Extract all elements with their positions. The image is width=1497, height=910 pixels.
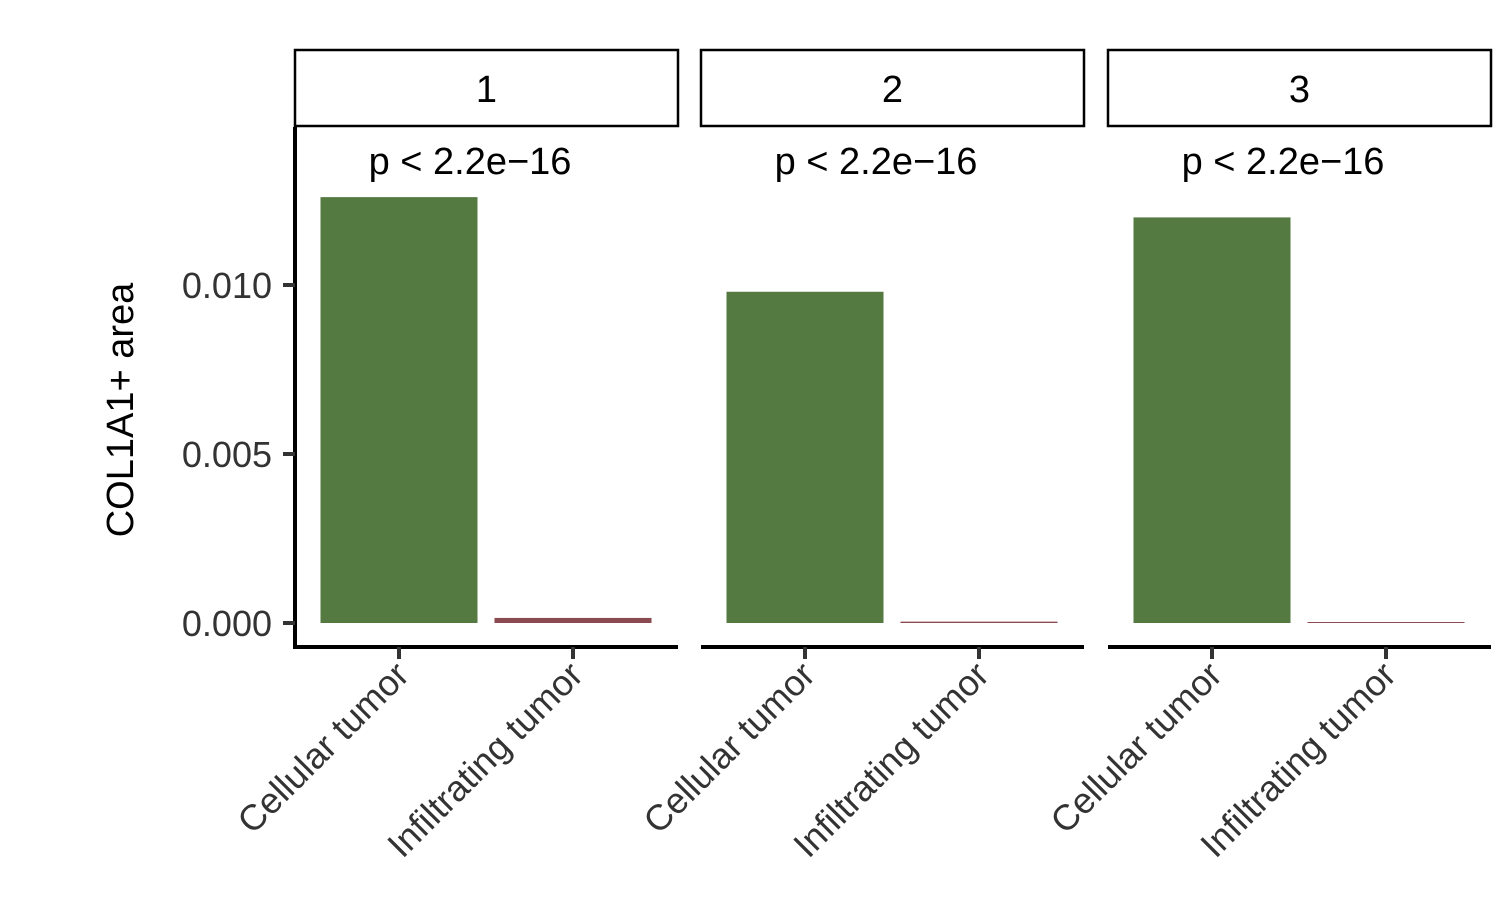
- facet-strip-label: 2: [882, 69, 903, 111]
- plot-area: 0.000 0.005 0.010 1 p < 2.2e−16 Cellular tumo…: [182, 48, 1493, 865]
- y-tick-label: 0.005: [182, 434, 272, 475]
- p-value-annotation: p < 2.2e−16: [1182, 141, 1385, 183]
- p-value-annotation: p < 2.2e−16: [369, 141, 572, 183]
- bar-cellular-tumor: [320, 197, 478, 623]
- bar-cellular-tumor: [1133, 217, 1291, 623]
- facet-strip-label: 1: [476, 69, 497, 111]
- x-category-label: Cellular tumor: [1042, 654, 1229, 841]
- bar-infiltrating-tumor: [900, 621, 1058, 623]
- facet-strip-box: [699, 48, 1086, 128]
- bar-infiltrating-tumor: [1307, 622, 1465, 623]
- x-category-label: Cellular tumor: [635, 654, 822, 841]
- facet-strip-label: 3: [1289, 69, 1310, 111]
- bar-cellular-tumor: [726, 291, 884, 623]
- p-value-annotation: p < 2.2e−16: [775, 141, 978, 183]
- bar-infiltrating-tumor: [494, 617, 652, 623]
- facet-strip-box: [1106, 48, 1493, 128]
- facet-strip-box: [293, 48, 680, 128]
- y-tick-label: 0.000: [182, 603, 272, 644]
- y-tick-label: 0.010: [182, 265, 272, 306]
- y-axis-label: COL1A1+ area: [100, 282, 142, 537]
- x-category-label: Cellular tumor: [229, 654, 416, 841]
